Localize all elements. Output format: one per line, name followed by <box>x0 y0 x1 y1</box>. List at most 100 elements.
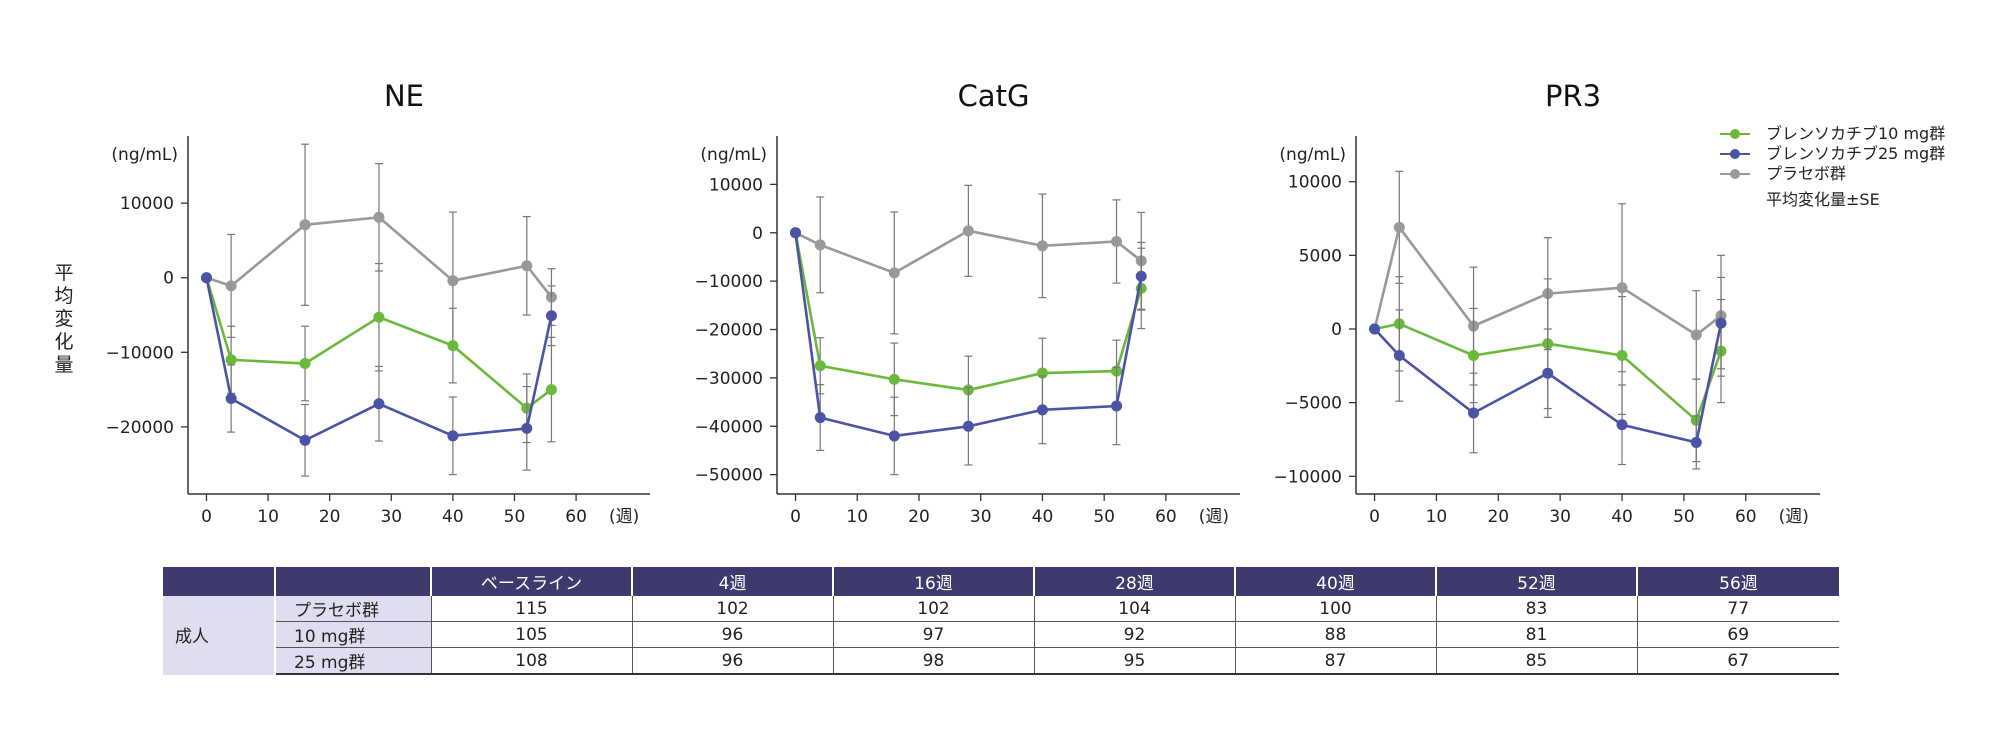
x-tick-label: 60 <box>1735 507 1757 527</box>
table-cell: 67 <box>1637 647 1839 675</box>
y-tick-label: 10000 <box>120 194 174 214</box>
data-point <box>814 239 826 251</box>
table-row-label: 10 mg群 <box>275 621 432 648</box>
data-point <box>1135 270 1147 282</box>
data-point <box>1036 240 1048 252</box>
data-point <box>299 357 311 369</box>
table-header-cell: 4週 <box>632 567 834 596</box>
x-tick-label: 10 <box>257 507 279 527</box>
y-tick-label: 10000 <box>709 175 763 195</box>
table-cell: 108 <box>431 647 633 675</box>
patient-count-table: ベースライン 4週 16週 28週 40週 52週 56週 成人 プラセボ群 1… <box>163 567 1839 675</box>
data-point <box>888 430 900 442</box>
data-point <box>373 211 385 223</box>
data-point <box>1393 350 1405 362</box>
table-group-label: 成人 <box>163 596 276 675</box>
legend-note: 平均変化量±SE <box>1766 190 1880 209</box>
y-tick-label: −30000 <box>695 369 763 389</box>
table-cell: 96 <box>632 647 834 675</box>
data-point <box>225 354 237 366</box>
y-tick-label: −10000 <box>1274 467 1342 487</box>
x-tick-label: 30 <box>380 507 402 527</box>
x-axis-label: (週) <box>609 507 639 527</box>
x-tick-label: 60 <box>565 507 587 527</box>
table-header-cell <box>275 567 432 596</box>
data-point <box>814 412 826 424</box>
y-tick-label: −10000 <box>106 343 174 363</box>
table-cell: 102 <box>632 596 834 622</box>
legend-item-10mg: ブレンソカチブ10 mg群 <box>1718 124 1945 144</box>
table-row: 10 mg群 105 96 97 92 88 81 69 <box>163 621 1839 648</box>
x-tick-label: 30 <box>1549 507 1571 527</box>
y-unit-label: (ng/mL) <box>700 145 767 165</box>
data-point <box>521 260 533 272</box>
x-tick-label: 40 <box>1032 507 1054 527</box>
data-point <box>545 310 557 322</box>
table-row: 25 mg群 108 96 98 95 87 85 67 <box>163 647 1839 675</box>
chart-panel-catg: CatG (ng/mL) 10000 0 −10000 −20000 −30000 −4000… <box>695 79 1240 527</box>
series-1 <box>200 272 557 477</box>
y-title-char: 量 <box>54 354 74 376</box>
table-row: 成人 プラセボ群 115 102 102 104 100 83 77 <box>163 596 1839 675</box>
chart-panel-pr3: PR3 (ng/mL) 10000 5000 0 −5000 −10000 0 10 20 30 40… <box>1274 79 1820 527</box>
legend-swatch <box>1720 149 1750 159</box>
x-tick-label: 30 <box>970 507 992 527</box>
table-cell: 104 <box>1034 596 1236 622</box>
chart-title: PR3 <box>1545 79 1601 113</box>
legend-item-25mg: ブレンソカチブ25 mg群 <box>1718 144 1945 164</box>
x-tick-label: 50 <box>504 507 526 527</box>
table-header-cell: 40週 <box>1235 567 1437 596</box>
legend-item-placebo: プラセボ群 <box>1718 164 1945 184</box>
x-tick-label: 10 <box>1426 507 1448 527</box>
data-point <box>888 267 900 279</box>
data-point <box>1715 317 1727 329</box>
x-tick-label: 50 <box>1093 507 1115 527</box>
table-cell: 83 <box>1436 596 1638 622</box>
data-point <box>1542 367 1554 379</box>
y-tick-label: −50000 <box>695 466 763 486</box>
legend-swatch <box>1720 129 1750 139</box>
table-header-row: ベースライン 4週 16週 28週 40週 52週 56週 <box>163 567 1839 596</box>
y-tick-label: −5000 <box>1284 394 1342 414</box>
y-axis-title: 平 均 変 化 量 <box>52 262 76 377</box>
table-cell: 98 <box>833 647 1035 675</box>
chart-panel-ne: NE (ng/mL) 10000 0 −10000 −20000 0 10 20 30 40 50 60… <box>106 79 650 527</box>
table-header-cell: 52週 <box>1436 567 1638 596</box>
data-point <box>1369 323 1381 335</box>
y-title-char: 均 <box>54 285 74 307</box>
series-1 <box>790 227 1147 476</box>
x-tick-label: 60 <box>1155 507 1177 527</box>
legend-label: ブレンソカチブ10 mg群 <box>1766 124 1946 143</box>
data-point <box>545 384 557 396</box>
x-tick-label: 0 <box>1369 507 1380 527</box>
table-cell: 96 <box>632 621 834 648</box>
table-header-cell: ベースライン <box>431 567 633 596</box>
data-point <box>888 373 900 385</box>
table-cell: 105 <box>431 621 633 648</box>
x-tick-label: 10 <box>846 507 868 527</box>
table-cell: 115 <box>431 596 633 622</box>
series-1 <box>1369 276 1727 470</box>
y-tick-label: 0 <box>163 269 174 289</box>
x-axis-label: (週) <box>1199 507 1229 527</box>
x-tick-label: 50 <box>1673 507 1695 527</box>
table-cell: 87 <box>1235 647 1437 675</box>
y-title-char: 変 <box>54 308 74 330</box>
data-point <box>299 434 311 446</box>
y-title-char: 化 <box>54 331 74 353</box>
table-cell: 88 <box>1235 621 1437 648</box>
data-point <box>1616 419 1628 431</box>
y-tick-label: 10000 <box>1288 173 1342 193</box>
legend-swatch <box>1720 169 1750 179</box>
y-tick-label: 0 <box>1331 320 1342 340</box>
data-point <box>1036 404 1048 416</box>
data-point <box>200 272 212 284</box>
legend-label: プラセボ群 <box>1766 164 1847 183</box>
y-title-char: 平 <box>54 262 74 284</box>
data-point <box>1111 400 1123 412</box>
y-unit-label: (ng/mL) <box>1279 145 1346 165</box>
y-tick-label: −10000 <box>695 272 763 292</box>
y-tick-label: 5000 <box>1299 246 1342 266</box>
chart-title: CatG <box>958 79 1030 113</box>
table-cell: 77 <box>1637 596 1839 622</box>
